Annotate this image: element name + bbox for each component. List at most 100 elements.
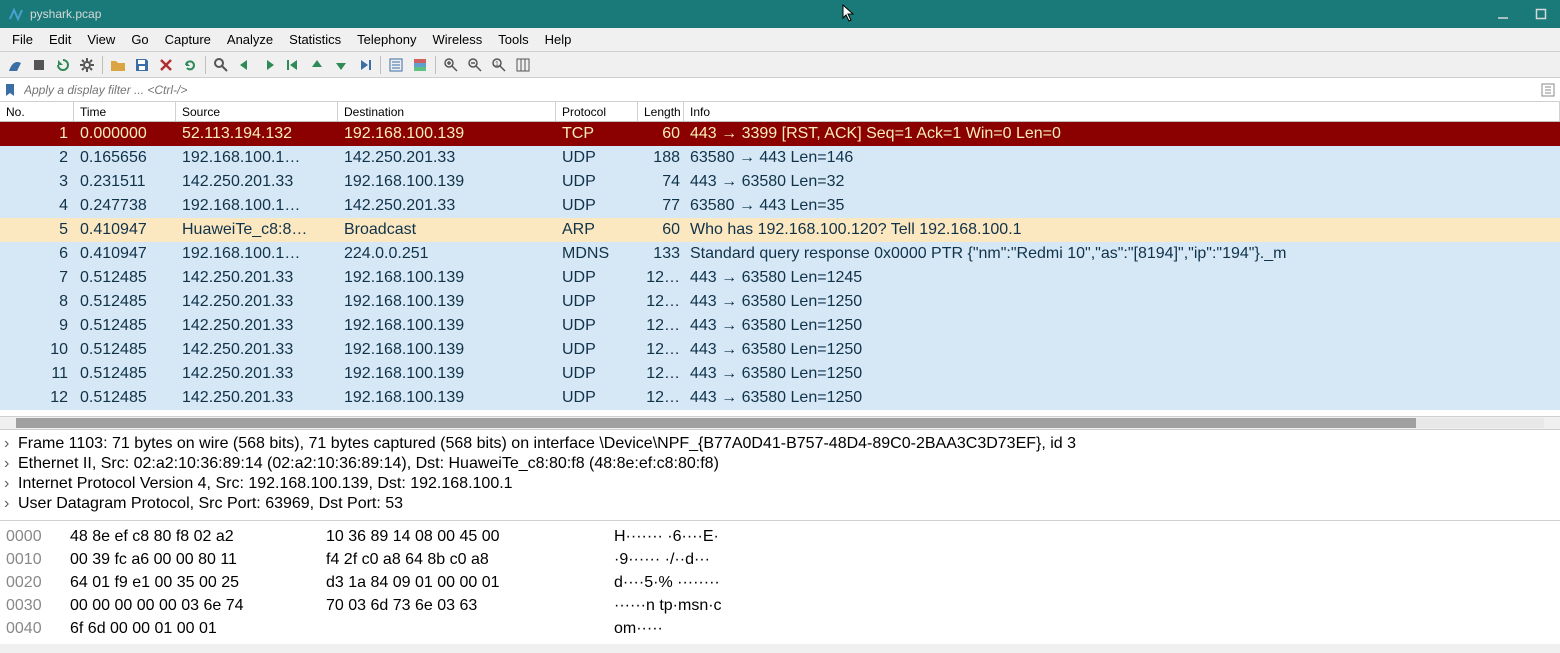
detail-text: Ethernet II, Src: 02:a2:10:36:89:14 (02:…	[18, 455, 719, 473]
minimize-button[interactable]	[1496, 7, 1510, 21]
cell-info: 443 → 63580 Len=1250	[684, 293, 1560, 311]
menu-view[interactable]: View	[79, 30, 123, 49]
menu-statistics[interactable]: Statistics	[281, 30, 349, 49]
expand-caret-icon[interactable]: ›	[4, 435, 18, 453]
packet-row[interactable]: 120.512485142.250.201.33192.168.100.139U…	[0, 386, 1560, 410]
shark-fin-button[interactable]	[4, 54, 26, 76]
col-header-source[interactable]: Source	[176, 102, 338, 121]
display-filter-input[interactable]	[20, 78, 1538, 101]
cell-length: 133	[638, 245, 684, 263]
arrow-left-button[interactable]	[234, 54, 256, 76]
cell-time: 0.231511	[74, 173, 176, 191]
cell-source: 142.250.201.33	[176, 293, 338, 311]
cell-no: 9	[0, 317, 74, 335]
packet-row[interactable]: 100.512485142.250.201.33192.168.100.139U…	[0, 338, 1560, 362]
hex-offset: 0030	[6, 594, 70, 617]
reload-button[interactable]	[179, 54, 201, 76]
zoom-reset-button[interactable]: 1	[488, 54, 510, 76]
go-down-button[interactable]	[330, 54, 352, 76]
packet-row[interactable]: 60.410947192.168.100.1…224.0.0.251MDNS13…	[0, 242, 1560, 266]
maximize-button[interactable]	[1534, 7, 1548, 21]
detail-row[interactable]: ›Ethernet II, Src: 02:a2:10:36:89:14 (02…	[0, 454, 1560, 474]
packet-details-pane[interactable]: ›Frame 1103: 71 bytes on wire (568 bits)…	[0, 430, 1560, 521]
packet-row[interactable]: 70.512485142.250.201.33192.168.100.139UD…	[0, 266, 1560, 290]
colorize-button[interactable]	[409, 54, 431, 76]
restart-button[interactable]	[52, 54, 74, 76]
cell-no: 1	[0, 125, 74, 143]
hex-bytes: d3 1a 84 09 01 00 00 01	[326, 571, 614, 594]
cell-no: 12	[0, 389, 74, 407]
cell-time: 0.512485	[74, 365, 176, 383]
packet-row[interactable]: 110.512485142.250.201.33192.168.100.139U…	[0, 362, 1560, 386]
packet-row[interactable]: 80.512485142.250.201.33192.168.100.139UD…	[0, 290, 1560, 314]
zoom-out-button[interactable]	[464, 54, 486, 76]
cell-length: 12…	[638, 269, 684, 287]
hex-ascii: H······· ·6····E·	[614, 525, 719, 548]
go-last-button[interactable]	[354, 54, 376, 76]
menu-wireless[interactable]: Wireless	[424, 30, 490, 49]
menu-tools[interactable]: Tools	[490, 30, 536, 49]
hex-ascii: d····5·% ········	[614, 571, 720, 594]
hex-row[interactable]: 003000 00 00 00 00 03 6e 7470 03 6d 73 6…	[6, 594, 1554, 617]
cell-source: 142.250.201.33	[176, 269, 338, 287]
packet-row[interactable]: 40.247738192.168.100.1…142.250.201.33UDP…	[0, 194, 1560, 218]
cell-no: 8	[0, 293, 74, 311]
hex-bytes: 48 8e ef c8 80 f8 02 a2	[70, 525, 326, 548]
save-button[interactable]	[131, 54, 153, 76]
packet-row[interactable]: 20.165656192.168.100.1…142.250.201.33UDP…	[0, 146, 1560, 170]
detail-row[interactable]: ›Frame 1103: 71 bytes on wire (568 bits)…	[0, 434, 1560, 454]
packet-row[interactable]: 10.00000052.113.194.132192.168.100.139TC…	[0, 122, 1560, 146]
expand-caret-icon[interactable]: ›	[4, 475, 18, 493]
detail-row[interactable]: ›User Datagram Protocol, Src Port: 63969…	[0, 494, 1560, 514]
menu-file[interactable]: File	[4, 30, 41, 49]
go-first-button[interactable]	[282, 54, 304, 76]
col-header-protocol[interactable]: Protocol	[556, 102, 638, 121]
cell-no: 11	[0, 365, 74, 383]
detail-row[interactable]: ›Internet Protocol Version 4, Src: 192.1…	[0, 474, 1560, 494]
autoscroll-button[interactable]	[385, 54, 407, 76]
cell-info: 443 → 63580 Len=32	[684, 173, 1560, 191]
expand-caret-icon[interactable]: ›	[4, 455, 18, 473]
packet-list[interactable]: 10.00000052.113.194.132192.168.100.139TC…	[0, 122, 1560, 416]
hex-row[interactable]: 001000 39 fc a6 00 00 80 11f4 2f c0 a8 6…	[6, 548, 1554, 571]
gear-button[interactable]	[76, 54, 98, 76]
resize-cols-button[interactable]	[512, 54, 534, 76]
menu-edit[interactable]: Edit	[41, 30, 79, 49]
zoom-in-button[interactable]	[440, 54, 462, 76]
cell-time: 0.512485	[74, 317, 176, 335]
cell-time: 0.247738	[74, 197, 176, 215]
cell-time: 0.165656	[74, 149, 176, 167]
folder-open-button[interactable]	[107, 54, 129, 76]
col-header-destination[interactable]: Destination	[338, 102, 556, 121]
hex-row[interactable]: 002064 01 f9 e1 00 35 00 25d3 1a 84 09 0…	[6, 571, 1554, 594]
packet-row[interactable]: 30.231511142.250.201.33192.168.100.139UD…	[0, 170, 1560, 194]
menu-telephony[interactable]: Telephony	[349, 30, 424, 49]
menu-capture[interactable]: Capture	[157, 30, 219, 49]
cell-time: 0.410947	[74, 245, 176, 263]
menu-help[interactable]: Help	[537, 30, 580, 49]
hex-bytes: 00 00 00 00 00 03 6e 74	[70, 594, 326, 617]
col-header-time[interactable]: Time	[74, 102, 176, 121]
packet-list-hscrollbar[interactable]	[0, 416, 1560, 430]
packet-row[interactable]: 50.410947HuaweiTe_c8:8…BroadcastARP60Who…	[0, 218, 1560, 242]
stop-square-button[interactable]	[28, 54, 50, 76]
arrow-right-button[interactable]	[258, 54, 280, 76]
packet-bytes-pane[interactable]: 000048 8e ef c8 80 f8 02 a210 36 89 14 0…	[0, 521, 1560, 644]
cell-destination: Broadcast	[338, 221, 556, 239]
hex-row[interactable]: 00406f 6d 00 00 01 00 01om·····	[6, 617, 1554, 640]
bookmark-icon[interactable]	[2, 82, 18, 98]
hex-row[interactable]: 000048 8e ef c8 80 f8 02 a210 36 89 14 0…	[6, 525, 1554, 548]
close-x-button[interactable]	[155, 54, 177, 76]
find-button[interactable]	[210, 54, 232, 76]
col-header-no[interactable]: No.	[0, 102, 74, 121]
menu-go[interactable]: Go	[123, 30, 156, 49]
cell-length: 12…	[638, 365, 684, 383]
go-up-button[interactable]	[306, 54, 328, 76]
col-header-length[interactable]: Length	[638, 102, 684, 121]
filter-expression-button[interactable]	[1538, 80, 1558, 100]
cell-source: 142.250.201.33	[176, 389, 338, 407]
packet-row[interactable]: 90.512485142.250.201.33192.168.100.139UD…	[0, 314, 1560, 338]
col-header-info[interactable]: Info	[684, 102, 1560, 121]
expand-caret-icon[interactable]: ›	[4, 495, 18, 513]
menu-analyze[interactable]: Analyze	[219, 30, 281, 49]
